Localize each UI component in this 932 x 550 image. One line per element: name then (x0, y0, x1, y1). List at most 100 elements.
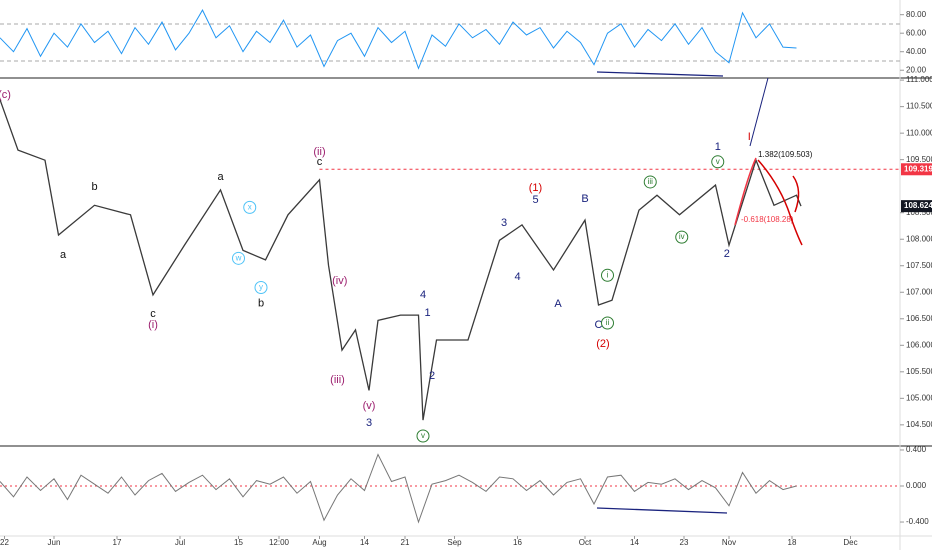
x-tick-label: 21 (401, 538, 410, 547)
x-tick-label: 18 (788, 538, 797, 547)
wave-label: (iv) (332, 275, 347, 287)
y-tick-label: 106.000 (906, 340, 932, 349)
x-tick-label: Jun (48, 538, 61, 547)
x-tick-label: 16 (513, 538, 522, 547)
price-tag (901, 200, 932, 213)
y-tick-label: 60.00 (906, 28, 927, 37)
wave-label: (c) (0, 89, 11, 101)
wave-label: iv (679, 232, 685, 241)
wave-label: b (258, 297, 264, 309)
wave-label: 3 (501, 217, 507, 229)
y-tick-label: 20.00 (906, 65, 927, 74)
wave-label: ii (606, 318, 610, 327)
y-tick-label: 109.500 (906, 155, 932, 164)
y-tick-label: 105.000 (906, 393, 932, 402)
wave-circle (675, 230, 689, 244)
wave-curve (757, 159, 803, 246)
wave-curve (792, 175, 800, 213)
wave-label: 2 (724, 248, 730, 260)
wave-label: w (235, 253, 242, 262)
wave-label: (ii) (313, 146, 325, 158)
wave-circle (711, 155, 725, 169)
wave-circle (643, 175, 657, 189)
price-tag (901, 163, 932, 176)
x-tick-label: Jul (175, 538, 185, 547)
x-tick-label: 22 (0, 538, 9, 547)
wave-label: C (595, 319, 603, 331)
wave-circle (601, 316, 614, 330)
x-tick-label: 14 (360, 538, 369, 547)
x-tick-label: 15 (234, 538, 243, 547)
wave-label: i (607, 270, 609, 279)
wave-label: a (217, 171, 224, 183)
x-tick-label: 12:00 (269, 538, 290, 547)
wave-curve (734, 157, 757, 226)
x-tick-label: 23 (680, 538, 689, 547)
divergence-line (596, 507, 728, 514)
y-tick-label: 110.500 (906, 102, 932, 111)
wave-label: (iii) (330, 374, 345, 386)
wave-circle (601, 268, 614, 282)
x-tick-label: Nov (722, 538, 736, 547)
wave-circle (416, 429, 430, 443)
y-tick-label: 108.000 (906, 234, 932, 243)
x-tick-label: Aug (312, 538, 326, 547)
price-tag-label: 108.624 (904, 201, 932, 210)
wave-label: -0.618(108.28) (741, 215, 794, 224)
wave-circle (243, 200, 257, 214)
x-tick-label: 17 (113, 538, 122, 547)
y-tick-label: 0.400 (906, 445, 927, 454)
series-line (0, 453, 797, 524)
trend-line (749, 77, 769, 147)
wave-label: 1 (715, 141, 721, 153)
divergence-line (596, 71, 724, 77)
wave-label: x (248, 203, 252, 212)
wave-label: v (421, 431, 425, 440)
wave-label: y (259, 283, 263, 292)
price-tag-label: 109.319 (904, 164, 932, 173)
x-tick-label: Sep (447, 538, 462, 547)
wave-label: A (554, 298, 562, 310)
wave-circle (254, 280, 268, 294)
y-tick-label: 106.500 (906, 314, 932, 323)
x-tick-label: Oct (579, 538, 592, 547)
y-tick-label: 108.500 (906, 208, 932, 217)
wave-label: (v) (363, 400, 376, 412)
y-tick-label: -0.400 (906, 517, 929, 526)
wave-label: I (748, 131, 751, 143)
series-line (0, 99, 802, 421)
y-tick-label: 107.500 (906, 261, 932, 270)
wave-label: 1.382(109.503) (758, 150, 813, 159)
y-tick-label: 104.500 (906, 420, 932, 429)
y-tick-label: 0.000 (906, 481, 927, 490)
wave-label: (1) (529, 182, 542, 194)
series-line (0, 9, 797, 70)
y-tick-label: 40.00 (906, 47, 927, 56)
wave-label: (i) (148, 319, 158, 331)
wave-label: (2) (596, 338, 609, 350)
wave-label: a (60, 249, 67, 261)
wave-label: c (317, 156, 323, 168)
x-tick-label: Dec (843, 538, 857, 547)
wave-label: b (91, 181, 97, 193)
wave-label: iii (648, 177, 654, 186)
wave-label: 1 (424, 307, 430, 319)
wave-label: 4 (420, 289, 426, 301)
y-tick-label: 111.000 (906, 75, 932, 84)
y-tick-label: 80.00 (906, 10, 927, 19)
plot: 80.0060.0040.0020.00111.000110.500110.00… (0, 9, 932, 547)
wave-label: v (716, 157, 720, 166)
wave-label: 3 (366, 417, 372, 429)
wave-label: 4 (514, 271, 520, 283)
y-tick-label: 110.000 (906, 128, 932, 137)
y-tick-label: 107.000 (906, 287, 932, 296)
wave-circle (232, 251, 245, 265)
wave-label: 2 (429, 370, 435, 382)
wave-label: B (581, 193, 588, 205)
wave-label: 5 (532, 194, 538, 206)
wave-label: c (150, 308, 156, 320)
y-tick-label: 105.500 (906, 367, 932, 376)
x-tick-label: 14 (630, 538, 639, 547)
